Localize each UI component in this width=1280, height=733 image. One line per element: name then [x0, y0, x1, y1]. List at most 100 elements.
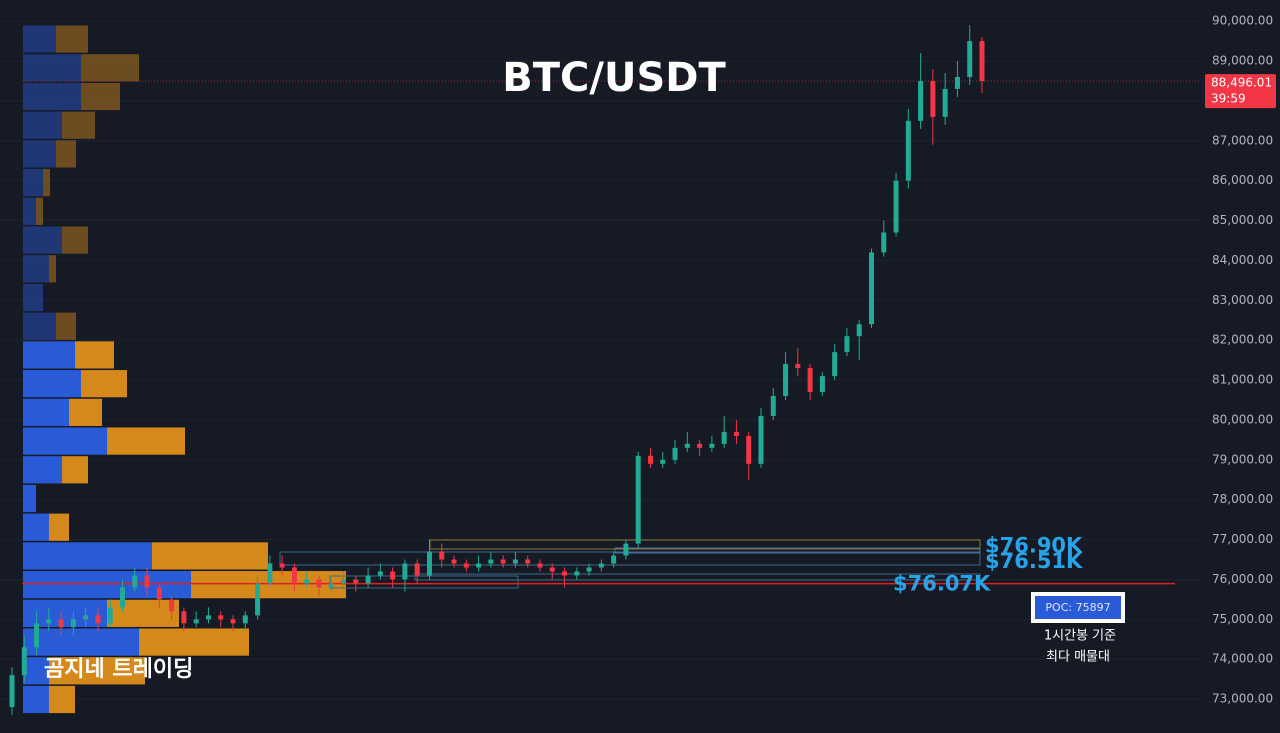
- candle-body: [905, 120, 911, 181]
- countdown: 39:59: [1211, 92, 1246, 106]
- candle-body: [611, 555, 617, 564]
- zone-box: [429, 539, 981, 550]
- profile-buy: [23, 255, 49, 283]
- candle-body: [255, 583, 261, 616]
- profile-buy: [23, 571, 191, 599]
- candle-body: [402, 563, 408, 580]
- candle-body: [660, 459, 666, 464]
- profile-sell: [49, 685, 75, 714]
- y-tick-label: 74,000.00: [1212, 652, 1273, 666]
- candle-body: [156, 587, 162, 600]
- candle-body: [635, 455, 641, 544]
- profile-sell: [75, 341, 114, 369]
- candle-body: [819, 376, 825, 393]
- candle-body: [574, 571, 580, 576]
- candle-body: [242, 615, 248, 624]
- candle-body: [328, 583, 334, 588]
- candle-body: [463, 563, 469, 568]
- candle-body: [230, 619, 236, 624]
- profile-sell: [107, 427, 185, 455]
- y-tick-label: 79,000.00: [1212, 452, 1273, 466]
- candle-body: [390, 571, 396, 580]
- lines: [22, 80, 1200, 585]
- profile-sell: [69, 398, 102, 426]
- candle-body: [439, 551, 445, 560]
- candle-body: [500, 559, 506, 564]
- candle-body: [537, 563, 543, 568]
- candle-body: [807, 368, 813, 393]
- candle-body: [512, 559, 518, 564]
- profile-buy: [23, 197, 36, 225]
- candle-body: [377, 571, 383, 576]
- profile-buy: [23, 657, 49, 685]
- profile-sell: [56, 25, 88, 53]
- y-tick-label: 77,000.00: [1212, 532, 1273, 546]
- level-label: $76.90K: [985, 534, 1083, 558]
- zones: [279, 539, 981, 589]
- candle-body: [709, 443, 715, 448]
- candle-body: [414, 563, 420, 576]
- candle-body: [586, 567, 592, 572]
- profile-buy: [23, 140, 56, 168]
- profile-buy: [23, 82, 81, 111]
- profile-sell: [36, 197, 43, 225]
- profile-buy: [23, 25, 56, 53]
- zone-box: [414, 573, 981, 581]
- candle-body: [672, 447, 678, 460]
- candle-body: [107, 607, 113, 624]
- candle-body: [365, 575, 371, 584]
- y-tick-label: 89,000.00: [1212, 54, 1273, 68]
- candles: [9, 25, 985, 716]
- y-tick-label: 80,000.00: [1212, 412, 1273, 426]
- profile-buy: [23, 685, 49, 714]
- candle-body: [9, 675, 15, 708]
- profile-sell: [152, 542, 268, 570]
- candle-body: [746, 435, 752, 464]
- profile-buy: [23, 542, 152, 570]
- profile-sell: [49, 255, 56, 283]
- poc-note: 최다 매물대: [1046, 650, 1110, 665]
- candle-body: [304, 579, 310, 584]
- profile-sell: [81, 54, 139, 82]
- candle-body: [316, 579, 322, 588]
- zone-box: [614, 547, 981, 554]
- candle-body: [144, 575, 150, 588]
- candle-body: [341, 579, 347, 584]
- candle-body: [623, 543, 629, 556]
- y-tick-label: 90,000.00: [1212, 14, 1273, 28]
- profile-buy: [23, 456, 62, 484]
- profile-buy: [23, 312, 56, 340]
- candle-body: [58, 619, 64, 628]
- candle-body: [95, 615, 101, 624]
- level-label: $76.51K: [985, 549, 1083, 573]
- candle-body: [549, 567, 555, 572]
- candle-body: [120, 587, 126, 608]
- volume-profile: [23, 25, 346, 714]
- candle-body: [21, 647, 27, 676]
- candle-body: [979, 41, 985, 82]
- y-tick-label: 86,000.00: [1212, 173, 1273, 187]
- candle-body: [881, 232, 887, 253]
- profile-buy: [23, 341, 75, 369]
- profile-buy: [23, 370, 81, 398]
- y-tick-label: 83,000.00: [1212, 293, 1273, 307]
- candle-body: [46, 619, 52, 624]
- candle-body: [868, 252, 874, 325]
- profile-buy: [23, 54, 81, 82]
- candle-body: [758, 415, 764, 464]
- profile-sell: [62, 456, 88, 484]
- candle-body: [967, 41, 973, 77]
- profile-buy: [23, 226, 62, 254]
- candle-body: [132, 575, 138, 588]
- poc-label: POC: 75897: [1045, 601, 1110, 614]
- chart-title: BTC/USDT: [502, 55, 726, 101]
- candle-body: [353, 579, 359, 584]
- candle-body: [525, 559, 531, 564]
- profile-sell: [62, 111, 95, 139]
- candle-body: [697, 443, 703, 448]
- profile-sell: [139, 628, 249, 656]
- zone-box: [329, 575, 519, 589]
- profile-buy: [23, 427, 107, 455]
- y-tick-label: 87,000.00: [1212, 133, 1273, 147]
